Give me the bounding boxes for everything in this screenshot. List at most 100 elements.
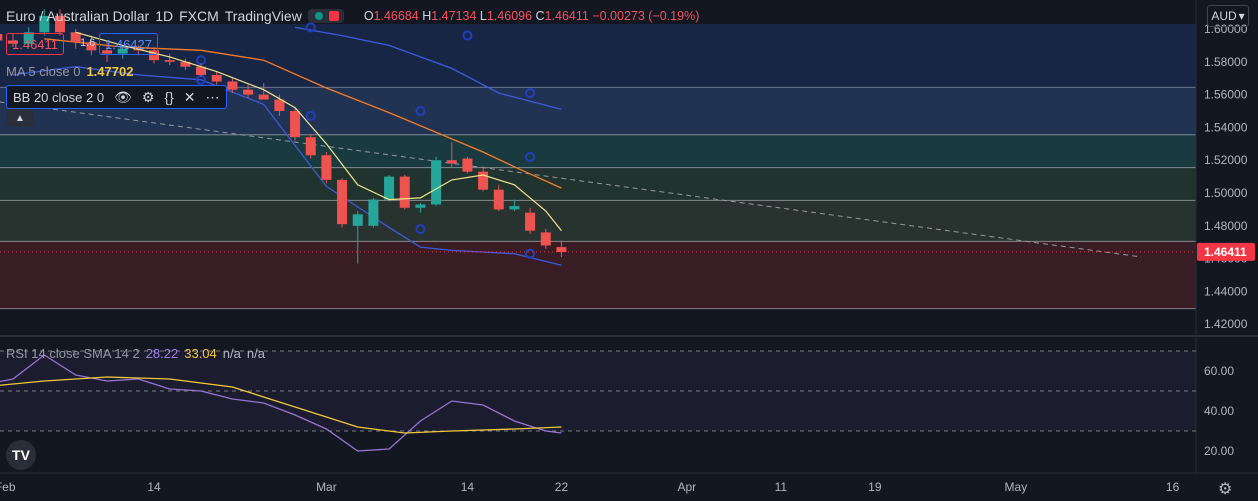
- braces-icon[interactable]: {}: [164, 89, 174, 105]
- candle-body: [462, 158, 473, 172]
- time-tick-label: Feb: [0, 480, 16, 494]
- price-tick-label: 1.58000: [1204, 55, 1248, 69]
- eye-icon[interactable]: 👁: [114, 88, 132, 105]
- bb-marker: [462, 30, 473, 41]
- bb-marker: [525, 151, 536, 162]
- candle-body: [117, 48, 128, 54]
- chart-header: Euro / Australian Dollar 1D FXCM Trading…: [6, 6, 699, 26]
- candle-body: [86, 42, 97, 51]
- candle-body: [149, 50, 160, 61]
- sell-price-button[interactable]: 1.46411: [6, 33, 65, 55]
- bb-marker: [525, 248, 536, 259]
- price-tick-label: 1.44000: [1204, 284, 1248, 298]
- tradingview-logo[interactable]: TV: [6, 440, 36, 470]
- level-zone: [0, 241, 1196, 309]
- time-tick-label: Mar: [316, 480, 337, 494]
- rsi-tick-label: 60.00: [1204, 364, 1234, 378]
- rsi-legend[interactable]: RSI 14 close SMA 14 2 28.22 33.04 n/a n/…: [6, 346, 265, 361]
- candle-body: [39, 15, 50, 33]
- rsi-pane: [0, 337, 1196, 473]
- last-price-badge: [1197, 242, 1255, 261]
- time-tick-label: May: [1005, 480, 1028, 494]
- ohlc-readout: O1.46684 H1.47134 L1.46096 C1.46411 −0.0…: [363, 9, 700, 23]
- symbol-title[interactable]: Euro / Australian Dollar: [6, 8, 150, 24]
- bb-middle-line: [44, 38, 562, 189]
- candle-body: [446, 160, 457, 164]
- candle-body: [399, 176, 410, 208]
- rsi-na-2: n/a: [246, 346, 265, 361]
- bb-marker: [415, 224, 426, 235]
- candle-body: [337, 179, 348, 225]
- candle-body: [415, 204, 426, 208]
- spread-value: 1.6: [80, 37, 96, 49]
- rsi-sma-line: [0, 376, 562, 434]
- ma-value: 1.47702: [86, 64, 134, 79]
- rsi-line: [0, 354, 562, 452]
- exchange-label: FXCM: [179, 8, 219, 24]
- market-status-pill[interactable]: [307, 9, 344, 23]
- price-tick-label: 1.56000: [1204, 88, 1248, 102]
- bb-label: BB 20 close 2 0: [13, 89, 105, 105]
- bb-marker: [305, 22, 316, 33]
- candle-body: [525, 212, 536, 231]
- candle-body: [321, 155, 332, 180]
- price-tick-label: 1.60000: [1204, 22, 1248, 36]
- candle-body: [352, 214, 363, 226]
- time-tick-label: 14: [461, 480, 475, 494]
- price-tick-label: 1.42000: [1204, 317, 1248, 331]
- candle-body: [493, 189, 504, 210]
- candle-body: [0, 33, 3, 41]
- rsi-na-1: n/a: [222, 346, 241, 361]
- candle-body: [305, 137, 316, 156]
- ma-line: [75, 31, 562, 232]
- collapse-legend-button[interactable]: ▲: [7, 109, 33, 127]
- ma-label: MA 5 close 0: [6, 64, 81, 79]
- candle-body: [258, 94, 269, 100]
- gear-icon[interactable]: ⚙: [141, 88, 155, 105]
- time-tick-label: 19: [868, 480, 882, 494]
- market-open-icon: [314, 12, 323, 20]
- candle-body: [23, 32, 34, 44]
- candle-body: [8, 40, 18, 44]
- change-value: −0.00273 (−0.19%): [592, 9, 700, 23]
- gear-icon[interactable]: ⚙: [1218, 481, 1233, 498]
- candle-body: [290, 111, 301, 138]
- candle-body: [180, 61, 191, 67]
- candle-body: [556, 247, 567, 253]
- ma-legend[interactable]: MA 5 close 0 1.47702: [6, 64, 133, 79]
- source-label: TradingView: [224, 8, 302, 24]
- last-price-label: 1.46411: [1204, 245, 1247, 259]
- price-tick-label: 1.52000: [1204, 153, 1248, 167]
- candle-body: [196, 66, 207, 75]
- level-zone: [0, 134, 1196, 168]
- candle-body: [70, 32, 81, 43]
- rsi-sma-value: 33.04: [184, 346, 217, 361]
- candle-body: [274, 99, 285, 111]
- candle-body: [102, 50, 113, 54]
- candle-body: [368, 199, 379, 226]
- candle-body: [478, 171, 489, 190]
- candle-body: [431, 160, 442, 205]
- bb-legend[interactable]: BB 20 close 2 0 👁 ⚙ {} ✕ ⋯: [6, 85, 227, 109]
- price-tick-label: 1.54000: [1204, 120, 1248, 134]
- chevron-down-icon: ▾: [1238, 9, 1245, 23]
- price-tick-label: 1.50000: [1204, 186, 1248, 200]
- rsi-label: RSI 14 close SMA 14 2: [6, 346, 140, 361]
- time-tick-label: 22: [555, 480, 569, 494]
- interval-label[interactable]: 1D: [155, 8, 174, 24]
- time-tick-label: 16: [1166, 480, 1180, 494]
- currency-selector[interactable]: AUD ▾: [1207, 5, 1249, 27]
- more-icon[interactable]: ⋯: [205, 88, 220, 105]
- rsi-tick-label: 40.00: [1204, 404, 1234, 418]
- dashed-trendline: [0, 101, 1142, 258]
- candle-body: [55, 15, 66, 33]
- close-icon[interactable]: ✕: [183, 88, 196, 105]
- level-zone: [0, 200, 1196, 242]
- bb-marker: [305, 110, 316, 121]
- buy-price-button[interactable]: 1.46427: [99, 33, 158, 55]
- rsi-tick-label: 20.00: [1204, 444, 1234, 458]
- bb-upper-band: [294, 26, 562, 111]
- time-tick-label: 11: [775, 480, 788, 494]
- candle-body: [243, 89, 254, 95]
